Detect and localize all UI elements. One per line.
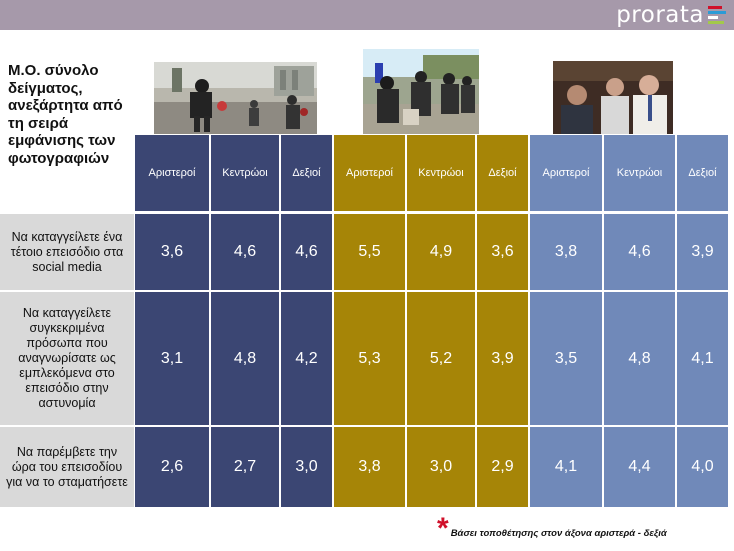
table-cell: 3,6 [477,214,528,290]
table-title: Μ.Ο. σύνολο δείγματος, ανεξάρτητα από τη… [8,62,123,167]
row-label-police: Να καταγγείλετε συγκεκριμένα πρόσωπα που… [0,292,134,425]
table-cell: 4,8 [211,292,279,425]
table-cell: 2,7 [211,427,279,507]
header-g3-right: Δεξιοί [677,135,728,211]
table-cell: 4,6 [604,214,675,290]
header-g1-center: Κεντρώοι [211,135,279,211]
table-cell: 3,0 [407,427,475,507]
logo-text: prorata [616,2,704,28]
header-g2-right: Δεξιοί [477,135,528,211]
table-cell: 5,2 [407,292,475,425]
logo-bars-icon [708,6,726,24]
header-g3-left: Αριστεροί [530,135,602,211]
header-g2-center: Κεντρώοι [407,135,475,211]
table-cell: 4,2 [281,292,332,425]
header-g3-center: Κεντρώοι [604,135,675,211]
table-cell: 5,5 [334,214,405,290]
table-cell: 3,5 [530,292,602,425]
politician-incident-photo-icon [553,61,673,134]
table-cell: 4,1 [677,292,728,425]
table-cell: 3,9 [677,214,728,290]
row-label-social-media: Να καταγγείλετε ένα τέτοιο επεισόδιο στα… [0,214,134,290]
table-cell: 3,8 [530,214,602,290]
police-riot-photo-icon [363,49,479,134]
top-banner: prorata [0,0,734,30]
table-cell: 4,9 [407,214,475,290]
table-cell: 4,0 [677,427,728,507]
table-cell: 3,0 [281,427,332,507]
footnote: * Βάσει τοποθέτησης στον άξονα αριστερά … [437,510,729,545]
footnote-asterisk: * [437,512,449,545]
table-cell: 5,3 [334,292,405,425]
row-label-intervene: Να παρέμβετε την ώρα του επεισοδίου για … [0,427,134,507]
footnote-text: Βάσει τοποθέτησης στον άξονα αριστερά - … [450,528,667,539]
table-cell: 2,9 [477,427,528,507]
riot-protest-photo-icon [154,62,317,134]
header-g1-right: Δεξιοί [281,135,332,211]
header-g2-left: Αριστεροί [334,135,405,211]
header-g1-left: Αριστεροί [135,135,209,211]
table-cell: 3,9 [477,292,528,425]
table-cell: 2,6 [135,427,209,507]
table-cell: 4,6 [211,214,279,290]
table-cell: 4,1 [530,427,602,507]
table-cell: 4,6 [281,214,332,290]
prorata-logo: prorata [616,2,726,28]
table-cell: 3,6 [135,214,209,290]
table-cell: 4,4 [604,427,675,507]
table-cell: 3,8 [334,427,405,507]
table-cell: 3,1 [135,292,209,425]
table-cell: 4,8 [604,292,675,425]
